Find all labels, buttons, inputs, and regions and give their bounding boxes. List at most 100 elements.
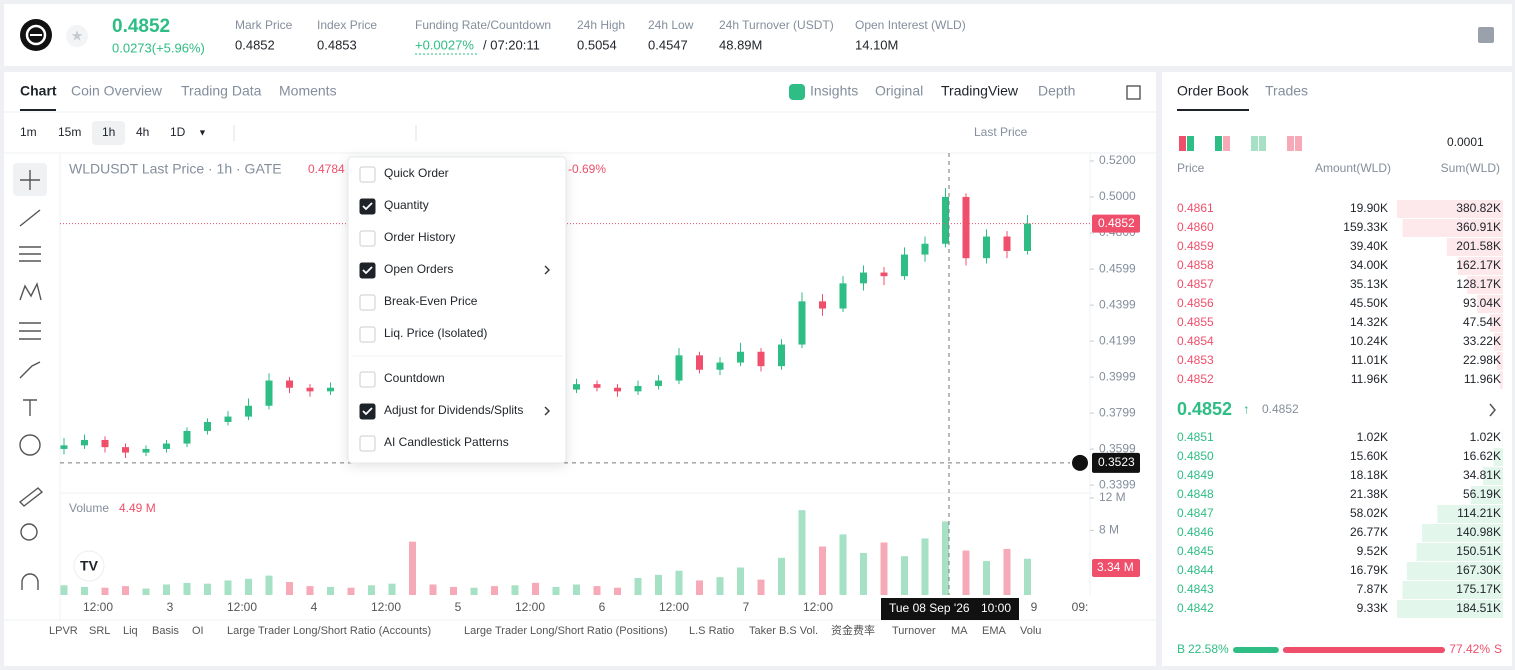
interval[interactable]: 15m [58,125,81,139]
y-tick-label: 0.3599 [1099,441,1136,455]
depth-bar [1467,276,1503,294]
chart-tab[interactable]: Coin Overview [71,83,163,99]
interval[interactable]: 1h [102,125,115,139]
column-header: Amount(WLD) [1315,161,1391,175]
book-price: 0.4849 [1177,468,1214,482]
chart-tab[interactable]: Chart [20,83,57,99]
book-price: 0.4844 [1177,563,1214,577]
view-toggle[interactable] [1223,136,1230,151]
favorite[interactable] [66,25,88,47]
volume-bar [306,586,314,595]
menu-item[interactable]: Quick Order [384,166,449,180]
view-tab[interactable]: TradingView [941,83,1019,99]
star-icon[interactable]: ★ [71,28,84,44]
volume-bar [81,586,88,595]
indicator-tab[interactable]: Liq [123,625,138,637]
brush-tool[interactable] [19,361,41,379]
candle-body [675,355,683,381]
menu-item[interactable]: Liq. Price (Isolated) [384,326,487,340]
interval[interactable]: 1m [20,125,37,139]
checkbox[interactable] [359,230,376,247]
menu-item[interactable]: Open Orders [384,262,453,276]
view-toggle[interactable] [1215,136,1222,151]
view-tab[interactable]: Insights [810,83,858,99]
crosshair-plus[interactable] [1072,454,1088,471]
indicator-tab[interactable]: OI [192,625,204,637]
indicator-tab[interactable]: L.S Ratio [689,625,734,637]
stat-label: 24h Low [648,18,694,32]
x-tick-label: 7 [743,600,750,614]
book-tab[interactable]: Trades [1265,83,1308,99]
window-icon[interactable] [1126,85,1141,100]
view-toggle[interactable] [1187,136,1194,151]
view-toggle[interactable] [1179,136,1186,151]
book-sum: 128.17K [1456,277,1501,291]
indicator-tab[interactable]: Large Trader Long/Short Ratio (Positions… [464,625,668,637]
chart-tab[interactable]: Moments [279,83,337,99]
magnet-tool[interactable] [21,573,39,590]
depth-bar [1483,467,1503,485]
indicator-tab[interactable]: Volu [1020,625,1041,637]
book-amount: 14.32K [1350,315,1388,329]
emoji-tool[interactable] [19,434,41,456]
view-toggle[interactable] [1251,136,1258,151]
depth-bar [1477,295,1503,313]
depth-bar [1502,429,1503,447]
view-toggle[interactable] [1259,136,1266,151]
chart-tab[interactable]: Trading Data [181,83,262,99]
crosshair-time-tag [881,598,1019,620]
book-sum: 162.17K [1456,258,1501,272]
indicator-tab[interactable]: Taker B.S Vol. [749,625,818,637]
indicator-tab[interactable]: MA [951,625,968,637]
checkbox[interactable] [359,294,376,311]
book-sum: 16.62K [1463,449,1501,463]
book-price: 0.4853 [1177,353,1214,367]
y-tick-label: 0.4199 [1099,333,1136,347]
menu-item[interactable]: Adjust for Dividends/Splits [384,403,523,417]
menu-item[interactable]: Break-Even Price [384,294,478,308]
indicator-tab[interactable]: Large Trader Long/Short Ratio (Accounts) [227,625,431,637]
indicator-tab[interactable]: Turnover [892,625,936,637]
depth-bar [1457,257,1503,275]
menu-item[interactable]: AI Candlestick Patterns [384,435,509,449]
layout-icon[interactable] [1478,27,1494,43]
indicator-tab[interactable]: Basis [152,625,179,637]
zoom-tool[interactable] [20,523,38,541]
volume-bar [347,587,355,595]
tv-logo-mark: TV [80,558,99,574]
checkbox[interactable] [359,326,376,343]
channel-tool[interactable] [19,246,41,262]
book-amount: 11.01K [1351,353,1388,367]
indicator-tab[interactable]: LPVR [49,625,78,637]
book-price: 0.4860 [1177,220,1214,234]
text-tool[interactable] [23,399,37,416]
fib-tool[interactable] [19,322,41,340]
checkbox[interactable] [359,435,376,452]
checkbox[interactable] [359,166,376,183]
menu-item[interactable]: Quantity [384,198,429,212]
price-type[interactable]: Last Price [974,125,1028,139]
ruler-tool[interactable] [18,487,44,507]
candle-body [60,445,68,449]
indicator-tab[interactable]: SRL [89,625,110,637]
volume-last: 4.49 M [119,501,156,515]
view-toggle[interactable] [1287,136,1294,151]
precision[interactable]: 0.0001 [1447,135,1484,149]
view-tab[interactable]: Depth [1038,83,1075,99]
indicator-tab[interactable]: 资金费率 [831,623,875,637]
crosshair-tool[interactable] [20,170,40,190]
indicator-tab[interactable]: EMA [982,625,1007,637]
checkbox[interactable] [359,371,376,388]
menu-item[interactable]: Countdown [384,371,445,385]
view-toggle[interactable] [1295,136,1302,151]
line-tool[interactable] [19,209,41,227]
pattern-tool[interactable] [19,281,42,301]
book-sum: 184.51K [1456,601,1501,615]
volume-bar [204,583,211,595]
depth-bar [1402,581,1503,599]
book-tab[interactable]: Order Book [1177,83,1250,99]
interval[interactable]: 1D [170,125,186,139]
view-tab[interactable]: Original [875,83,923,99]
interval[interactable]: 4h [136,125,149,139]
menu-item[interactable]: Order History [384,230,455,244]
